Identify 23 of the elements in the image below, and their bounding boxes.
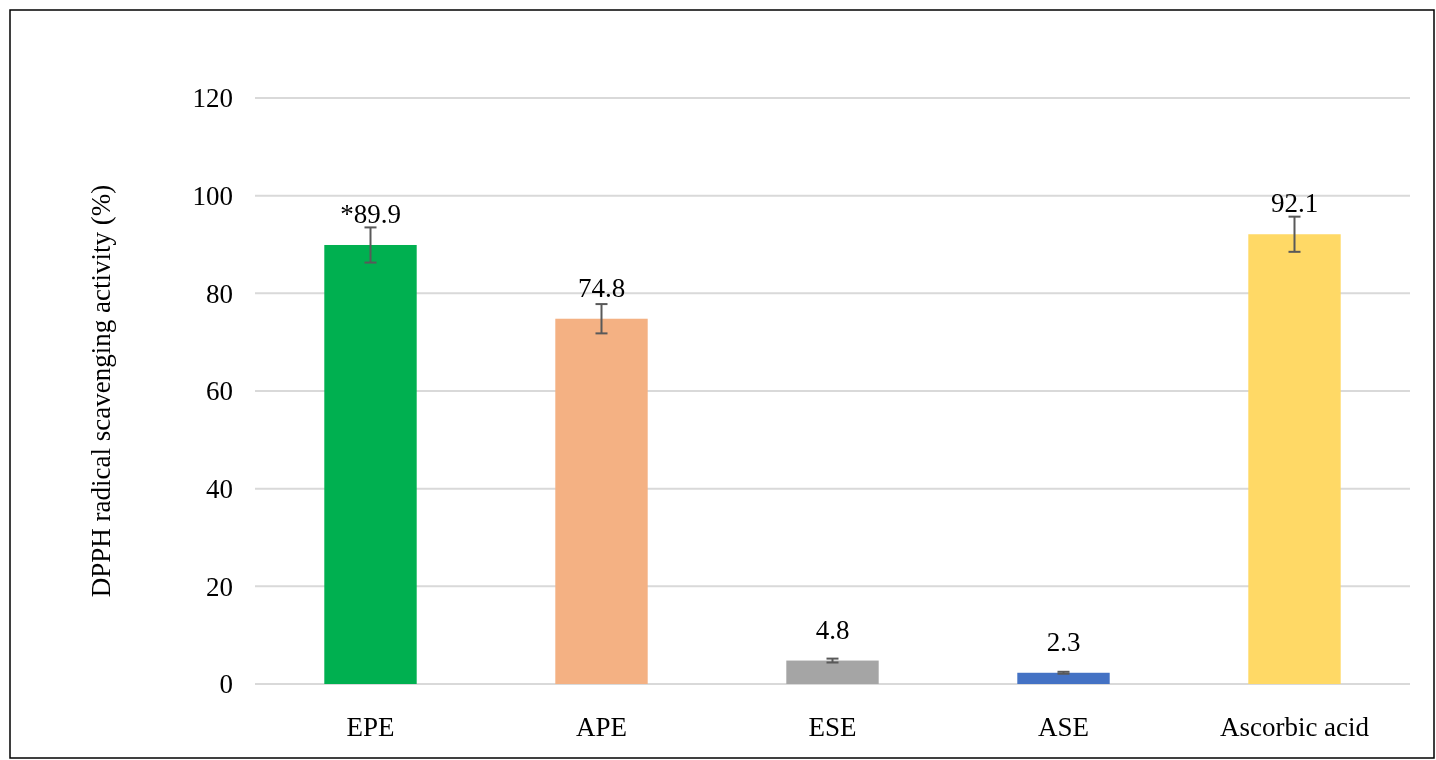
y-axis-title: DPPH radical scavenging activity (%) [86, 184, 116, 598]
bar [324, 244, 417, 684]
data-label: 4.8 [815, 614, 850, 645]
y-tick-label: 120 [192, 83, 233, 114]
x-tick-label: Ascorbic acid [1219, 712, 1370, 742]
y-tick-label: 20 [206, 571, 233, 602]
data-label: *89.9 [340, 198, 401, 229]
data-label: 92.1 [1270, 188, 1319, 219]
x-tick-label: EPE [346, 712, 395, 742]
y-tick-label: 100 [192, 181, 233, 212]
bar [555, 318, 648, 684]
x-tick-label: ASE [1037, 712, 1090, 742]
x-tick-label: APE [575, 712, 628, 742]
y-tick-label: 80 [206, 278, 233, 309]
y-tick-label: 40 [206, 474, 233, 505]
bar [1248, 234, 1341, 684]
bar [1017, 672, 1110, 684]
y-tick-label: 60 [206, 376, 233, 407]
data-label: 2.3 [1046, 626, 1081, 657]
data-label: 74.8 [577, 272, 626, 303]
y-tick-label: 0 [219, 669, 233, 700]
x-tick-label: ESE [808, 712, 857, 742]
bar [786, 660, 879, 684]
